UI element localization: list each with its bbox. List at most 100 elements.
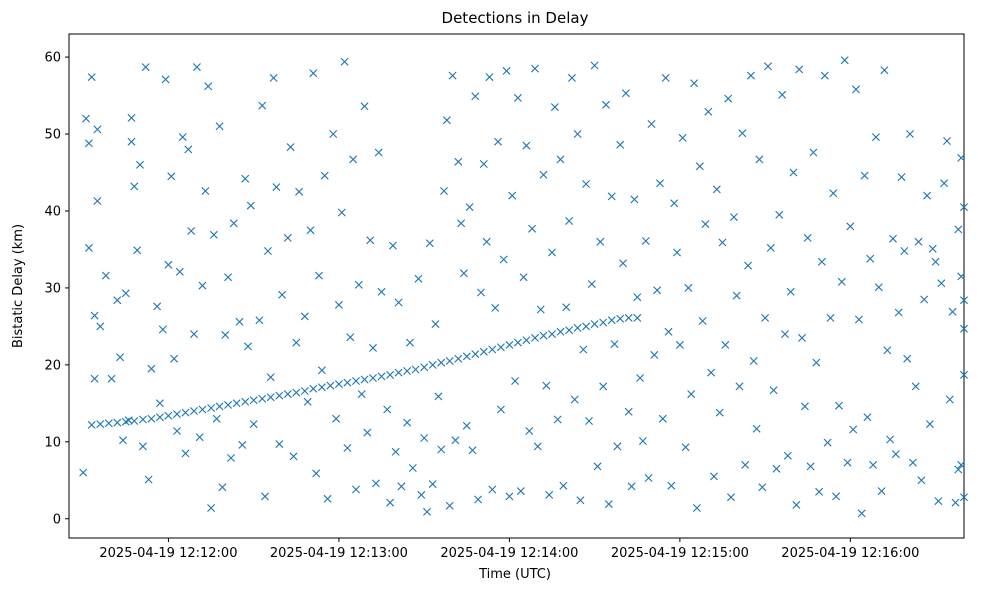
data-point	[178, 133, 187, 142]
data-point	[789, 168, 798, 177]
data-point	[951, 498, 960, 507]
data-point	[940, 179, 949, 188]
data-point	[579, 345, 588, 354]
data-point	[153, 302, 162, 311]
data-point	[690, 79, 699, 88]
data-point	[471, 92, 480, 101]
data-point	[334, 380, 343, 389]
data-point	[479, 347, 488, 356]
data-point	[383, 405, 392, 414]
data-point	[960, 324, 968, 333]
data-point	[423, 507, 431, 516]
data-point	[201, 187, 210, 195]
data-point	[954, 465, 963, 474]
data-point	[130, 182, 139, 191]
data-point	[636, 374, 645, 382]
scatter-markers	[79, 56, 968, 518]
data-point	[90, 374, 99, 383]
data-point	[306, 226, 315, 235]
y-tick-label: 60	[44, 51, 61, 66]
data-point	[607, 192, 616, 201]
y-tick-label: 40	[44, 204, 61, 219]
data-point	[454, 354, 463, 363]
data-point	[516, 487, 525, 496]
y-tick-label: 50	[44, 128, 61, 143]
data-point	[312, 469, 321, 478]
data-point	[454, 157, 463, 166]
data-point	[496, 343, 505, 352]
data-point	[772, 464, 781, 473]
data-point	[721, 340, 730, 349]
data-point	[428, 360, 437, 369]
data-point	[229, 219, 238, 228]
data-point	[107, 374, 116, 383]
data-point	[164, 260, 173, 269]
data-point	[906, 130, 914, 138]
data-point	[266, 373, 275, 382]
data-point	[852, 85, 860, 94]
data-point	[874, 283, 883, 292]
data-point	[241, 397, 250, 406]
data-point	[621, 89, 630, 98]
data-point	[735, 382, 744, 391]
data-point	[616, 140, 625, 149]
data-point	[670, 199, 679, 208]
data-point	[428, 480, 437, 489]
data-point	[315, 271, 323, 280]
data-point	[388, 241, 397, 250]
data-point	[701, 220, 710, 229]
data-point	[317, 383, 326, 392]
data-point	[224, 400, 233, 409]
data-point	[769, 386, 778, 395]
data-point	[562, 303, 571, 312]
data-point	[835, 401, 843, 410]
data-point	[451, 436, 460, 445]
data-point	[420, 363, 429, 372]
data-point	[567, 73, 576, 82]
data-point	[386, 370, 395, 379]
data-point	[783, 451, 792, 460]
data-point	[317, 366, 326, 375]
data-point	[505, 340, 514, 349]
data-point	[84, 139, 93, 148]
data-point	[559, 481, 568, 490]
data-point	[96, 322, 105, 331]
data-point	[232, 399, 241, 408]
x-tick-label: 2025-04-19 12:13:00	[270, 546, 408, 561]
data-point	[678, 133, 687, 142]
data-point	[644, 474, 653, 482]
data-point	[849, 425, 858, 434]
data-point	[278, 290, 287, 299]
data-point	[602, 100, 610, 109]
data-point	[599, 382, 608, 391]
data-point	[738, 129, 747, 138]
data-point	[886, 435, 895, 444]
data-point	[488, 345, 497, 354]
data-point	[440, 187, 448, 195]
data-point	[90, 311, 99, 320]
data-point	[815, 487, 824, 496]
data-point	[323, 494, 332, 503]
data-point	[883, 346, 892, 355]
data-point	[363, 428, 372, 437]
data-point	[326, 381, 335, 390]
data-point	[457, 219, 466, 228]
data-point	[369, 343, 377, 352]
data-point	[488, 485, 497, 494]
data-point	[499, 255, 508, 264]
data-point	[227, 454, 235, 462]
data-point	[141, 63, 150, 72]
data-point	[582, 180, 591, 188]
data-point	[582, 322, 591, 331]
data-point	[275, 391, 284, 400]
data-point	[684, 283, 693, 292]
data-point	[190, 407, 198, 415]
data-point	[587, 280, 596, 289]
data-point	[553, 415, 562, 424]
data-point	[437, 445, 446, 454]
data-point	[414, 274, 423, 283]
data-point	[434, 392, 443, 401]
data-point	[292, 338, 301, 347]
data-point	[590, 61, 599, 70]
data-point	[806, 462, 815, 471]
